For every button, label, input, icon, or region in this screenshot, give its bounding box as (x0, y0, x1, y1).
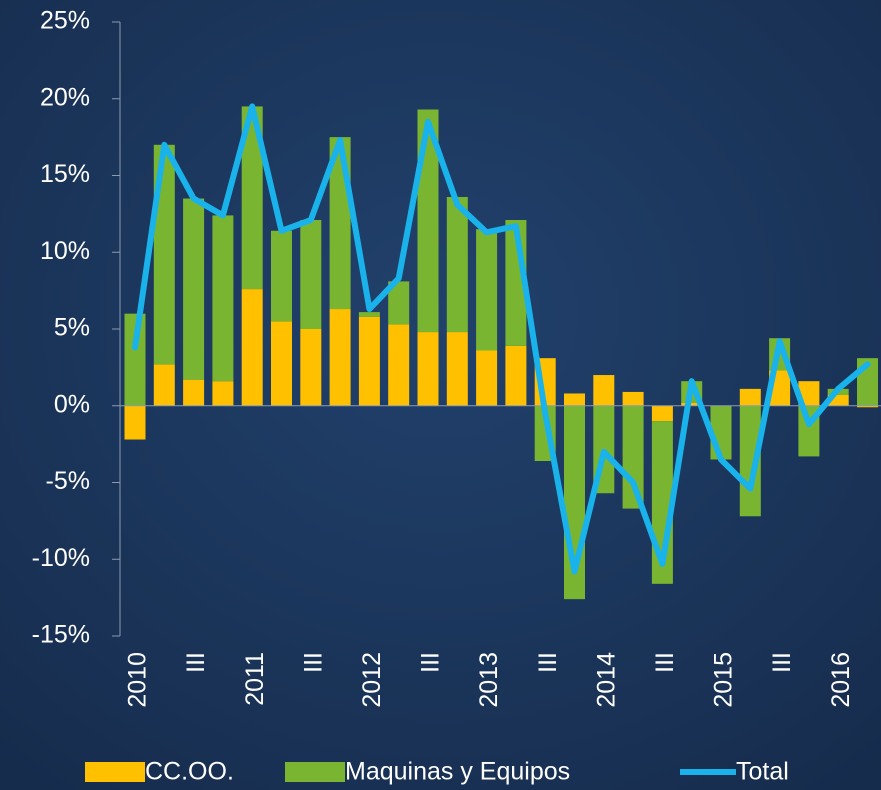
x-tick-label: 2015 (710, 652, 738, 708)
y-tick-label: -15% (32, 621, 90, 649)
bar (183, 198, 205, 380)
bar (271, 230, 292, 322)
bar (505, 345, 527, 406)
x-tick-label: 2011 (241, 652, 269, 706)
bar (476, 350, 498, 406)
line (132, 103, 871, 575)
y-tick-label: -5% (46, 467, 90, 495)
bar (827, 395, 849, 406)
bar (417, 332, 439, 406)
legend-swatch (285, 762, 345, 782)
x-tick-label: III (768, 652, 796, 673)
x-tick-label: III (299, 652, 327, 673)
bar (388, 281, 410, 325)
legend-label: Total (736, 758, 789, 786)
bar (271, 321, 292, 406)
bar (739, 405, 761, 517)
bar (857, 405, 878, 408)
x-tick-label: 2016 (827, 652, 855, 708)
bar (300, 220, 322, 329)
x-tick-label: 2013 (475, 652, 503, 708)
legend-label: Maquinas y Equipos (345, 758, 570, 786)
x-tick-label: III (534, 652, 562, 673)
x-tick-label: 2010 (124, 652, 152, 708)
bar (300, 329, 322, 406)
bar (446, 196, 468, 333)
bar (593, 375, 615, 406)
bar (212, 215, 234, 382)
bar (124, 405, 146, 440)
y-tick-label: -10% (32, 544, 90, 572)
bar (153, 364, 175, 406)
bar (622, 405, 644, 509)
x-tick-label: 2014 (592, 652, 620, 708)
y-tick-label: 15% (40, 160, 90, 188)
bar (358, 312, 380, 317)
y-tick-label: 5% (54, 314, 90, 342)
bar (622, 391, 644, 406)
x-tick-label: 2012 (358, 652, 386, 708)
y-tick-label: 25% (40, 7, 90, 35)
bar (212, 381, 234, 406)
bar (124, 313, 146, 406)
bar (358, 316, 380, 406)
bar (329, 309, 351, 406)
bar (476, 229, 498, 351)
bar (446, 332, 468, 406)
y-tick-label: 0% (54, 390, 90, 418)
bar (739, 388, 761, 406)
bar (241, 106, 263, 290)
bar (388, 324, 410, 406)
bar (183, 379, 205, 406)
bar (651, 405, 673, 422)
x-tick-label: III (182, 652, 210, 673)
x-tick-label: III (651, 652, 679, 673)
bar (798, 381, 820, 406)
y-tick-label: 20% (40, 83, 90, 111)
y-tick-label: 10% (40, 237, 90, 265)
bar (681, 402, 703, 406)
bar (241, 289, 263, 406)
legend-swatch (85, 762, 145, 782)
x-tick-label: III (417, 652, 445, 673)
legend-label: CC.OO. (145, 758, 234, 786)
bar (564, 393, 585, 406)
